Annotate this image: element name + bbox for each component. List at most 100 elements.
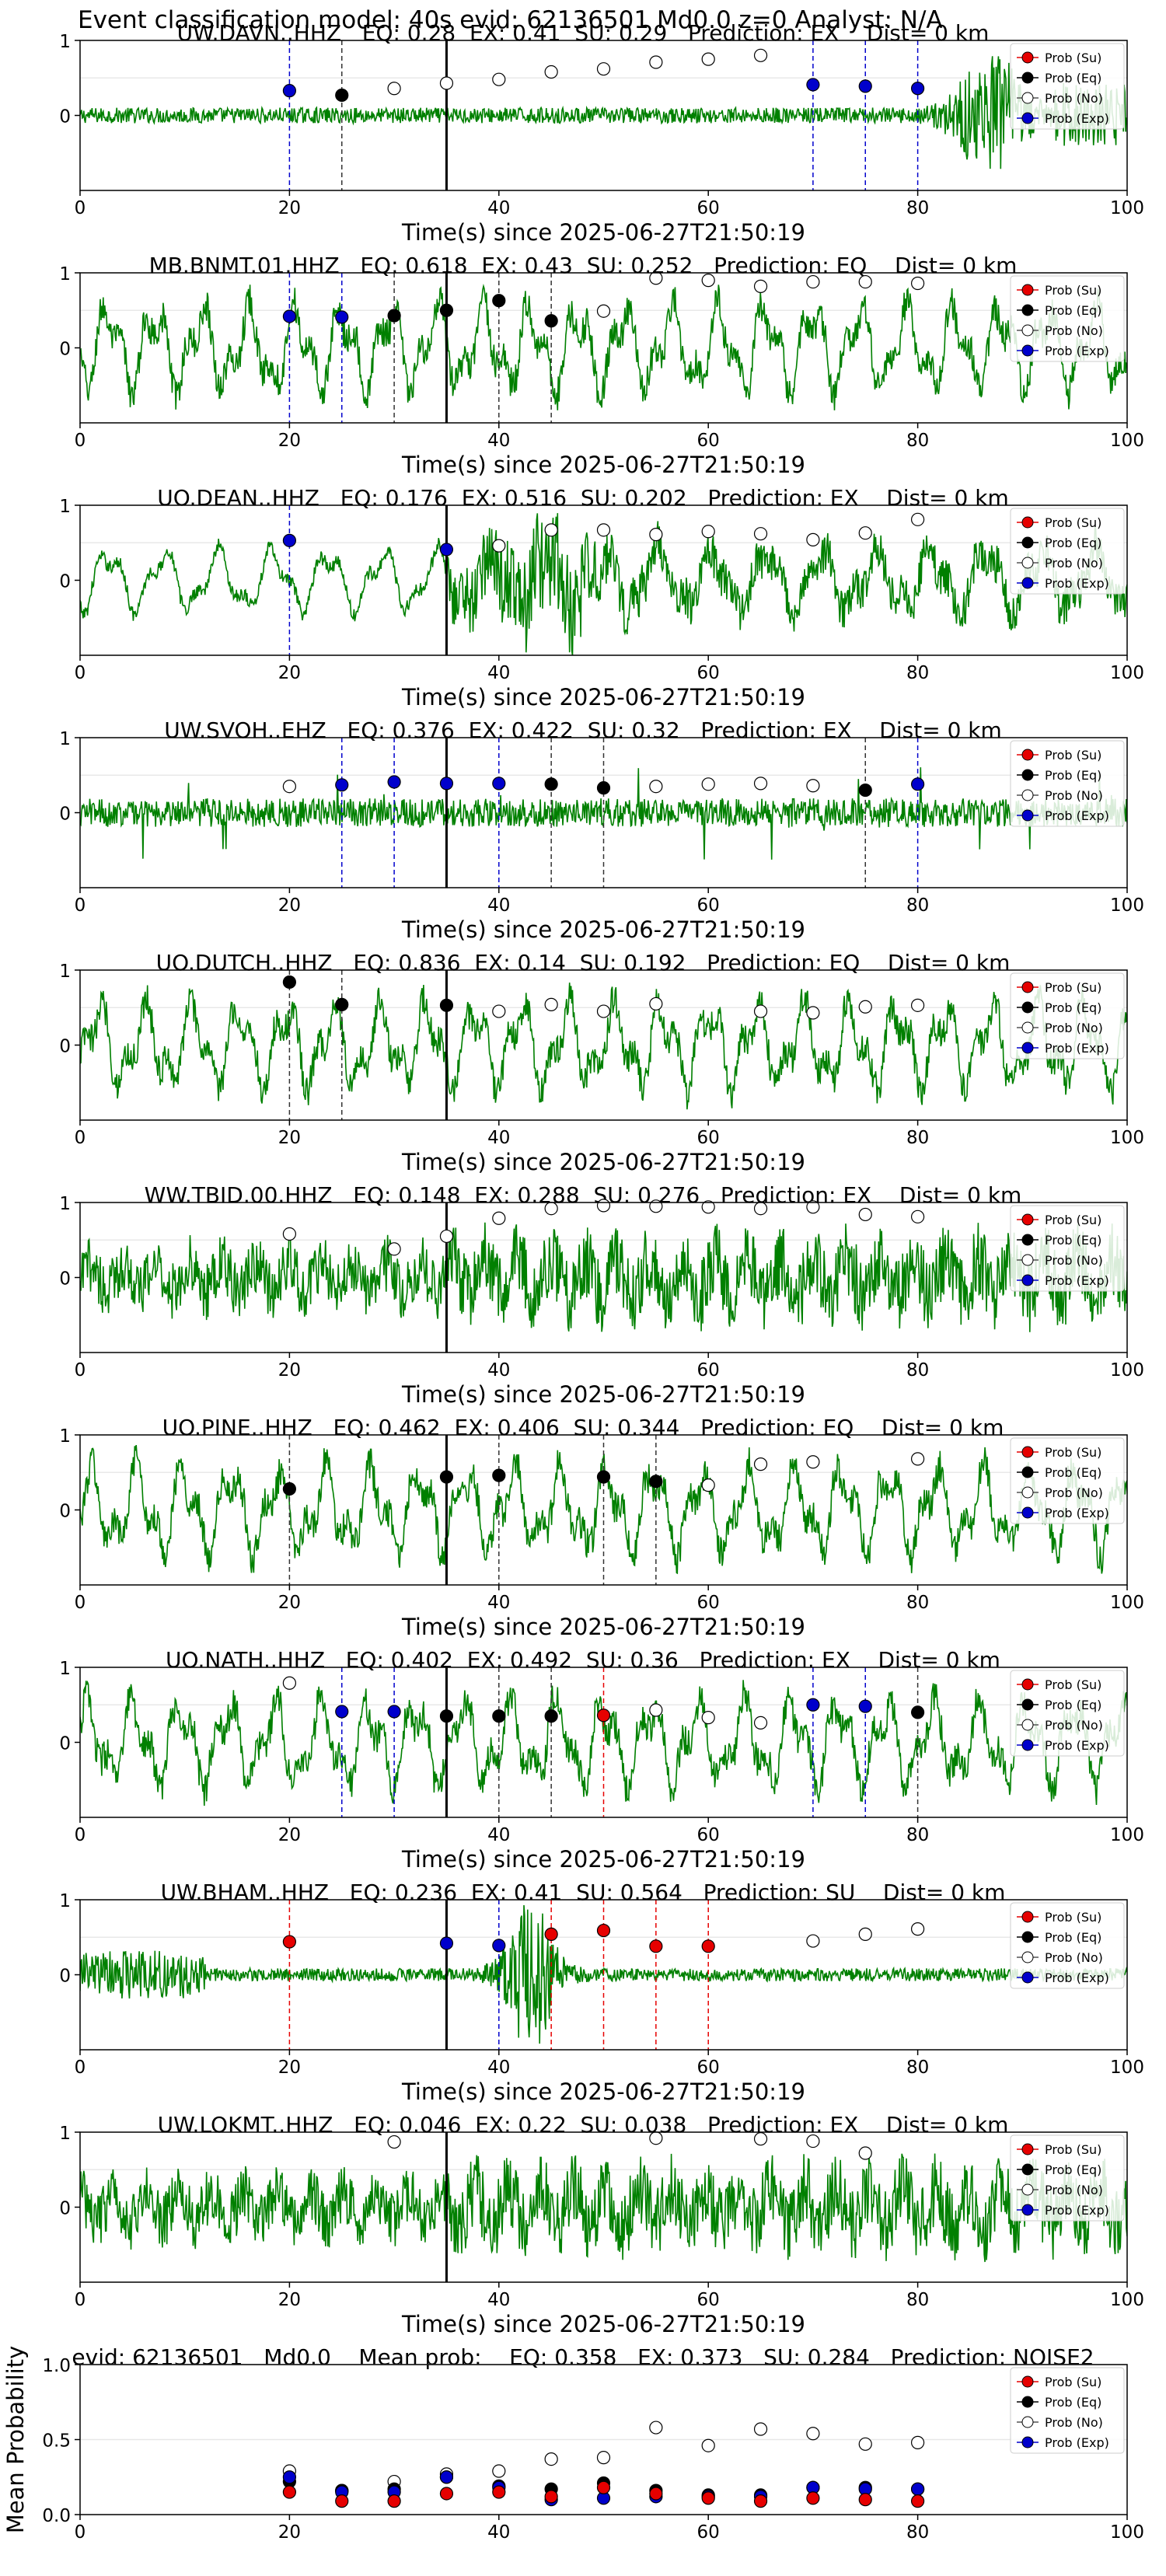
x-tick-label: 80	[906, 663, 929, 683]
y-tick-label: 1	[59, 497, 71, 517]
y-tick-label: 0	[59, 1967, 71, 1987]
prob-point-no	[753, 1202, 768, 1216]
prob-point-eq	[544, 314, 558, 328]
prob-point-exp	[439, 1936, 454, 1950]
legend-marker-su	[1021, 284, 1034, 296]
x-tick-label: 100	[1110, 2058, 1144, 2078]
y-tick-label: 0	[59, 572, 71, 592]
x-tick-label: 40	[487, 1593, 510, 1613]
prob-point-no	[649, 271, 663, 285]
prob-point-no	[387, 2134, 401, 2149]
legend-label: Prob (Exp)	[1045, 808, 1109, 823]
prob-point-no	[701, 777, 715, 791]
legend-marker-no	[1021, 92, 1034, 104]
prob-point-no	[492, 1004, 506, 1018]
y-tick-label: 0.5	[42, 2431, 71, 2452]
prob-point-eq	[439, 998, 454, 1012]
legend-marker-eq	[1021, 769, 1034, 781]
legend-box	[1010, 43, 1125, 130]
x-tick-label: 60	[697, 2058, 720, 2078]
prob-point-no	[544, 65, 558, 79]
legend-label: Prob (Eq)	[1045, 768, 1101, 783]
y-tick-label: 1	[59, 32, 71, 52]
legend-marker-eq	[1021, 1001, 1034, 1014]
waveform-group	[80, 2153, 1127, 2263]
legend-label: Prob (Eq)	[1045, 303, 1101, 318]
legend: Prob (Su) Prob (Eq) Prob (No) Prob (Exp)	[1010, 43, 1125, 130]
prob-point-no	[806, 1006, 820, 1020]
waveform-trace	[80, 983, 1127, 1110]
mean-point-su	[492, 2485, 506, 2499]
prob-point-no	[753, 777, 768, 791]
y-tick-label: 0	[59, 107, 71, 127]
panel-title: MB.BNMT.01.HHZ EQ: 0.618 EX: 0.43 SU: 0.…	[148, 253, 1018, 278]
y-tick-label: 0	[59, 805, 71, 825]
legend-marker-eq	[1021, 1931, 1034, 1943]
prob-point-no	[649, 1703, 663, 1717]
panel-title: UW.SVOH..EHZ EQ: 0.376 EX: 0.422 SU: 0.3…	[164, 717, 1002, 743]
mean-point-su	[701, 2491, 715, 2505]
legend-marker-su	[1021, 2375, 1034, 2388]
legend-marker-exp	[1021, 1274, 1034, 1286]
x-tick-label: 40	[487, 431, 510, 451]
mean-point-no	[753, 2422, 768, 2436]
x-tick-label: 60	[697, 431, 720, 451]
legend-marker-no	[1021, 1021, 1034, 1034]
x-axis-label: Time(s) since 2025-06-27T21:50:19	[401, 452, 805, 478]
prob-point-no	[649, 528, 663, 542]
prob-point-no	[387, 82, 401, 96]
panel-title: UO.PINE..HHZ EQ: 0.462 EX: 0.406 SU: 0.3…	[162, 1415, 1004, 1440]
prob-point-exp	[335, 310, 349, 324]
waveform-group	[80, 513, 1127, 655]
prob-point-su	[649, 1939, 663, 1953]
legend-marker-eq	[1021, 536, 1034, 549]
x-tick-label: 80	[906, 2290, 929, 2310]
legend: Prob (Su) Prob (Eq) Prob (No) Prob (Exp)	[1010, 2367, 1125, 2454]
legend-marker-su	[1021, 981, 1034, 993]
mean-point-su	[544, 2490, 558, 2504]
prob-point-su	[596, 1923, 611, 1938]
mean-point-su	[806, 2491, 820, 2505]
prob-point-exp	[335, 778, 349, 792]
prob-point-no	[806, 779, 820, 793]
prob-point-no	[387, 1242, 401, 1256]
prob-point-eq	[858, 783, 872, 798]
legend-box	[1010, 1437, 1125, 1524]
prob-point-eq	[492, 1468, 506, 1482]
prob-point-exp	[439, 777, 454, 791]
x-tick-label: 100	[1110, 1360, 1144, 1380]
x-tick-label: 40	[487, 2058, 510, 2078]
legend: Prob (Su) Prob (Eq) Prob (No) Prob (Exp)	[1010, 1437, 1125, 1524]
legend-marker-no	[1021, 1951, 1034, 1963]
x-tick-label: 0	[75, 2058, 86, 2078]
legend-label: Prob (No)	[1045, 1950, 1103, 1965]
legend-label: Prob (Su)	[1045, 980, 1101, 995]
x-tick-label: 20	[278, 431, 301, 451]
legend-marker-exp	[1021, 2436, 1034, 2449]
prob-point-no	[753, 527, 768, 541]
legend-marker-exp	[1021, 344, 1034, 357]
station-panel: UO.NATH..HHZ EQ: 0.402 EX: 0.492 SU: 0.3…	[0, 1646, 1166, 1873]
waveform-group	[80, 56, 1127, 169]
station-panel: MB.BNMT.01.HHZ EQ: 0.618 EX: 0.43 SU: 0.…	[0, 251, 1166, 478]
x-tick-label: 100	[1110, 1593, 1144, 1613]
y-tick-label: 0	[59, 2199, 71, 2219]
plot-area: 0 20 40 60 80 100 1 0 Time(s) since 2025-06-27T2…	[59, 962, 1144, 1175]
prob-point-no	[910, 1452, 925, 1466]
prob-point-no	[806, 2134, 820, 2148]
prob-point-exp	[858, 79, 872, 93]
legend-label: Prob (Exp)	[1045, 111, 1109, 126]
prob-point-no	[753, 1716, 768, 1730]
y-tick-label: 1	[59, 1891, 71, 1911]
mean-point-su	[335, 2494, 349, 2508]
legend-marker-no	[1021, 789, 1034, 801]
mean-point-exp	[282, 2470, 296, 2484]
x-tick-label: 20	[278, 895, 301, 916]
x-tick-label: 80	[906, 1128, 929, 1148]
waveform-trace	[80, 284, 1127, 410]
x-tick-label: 80	[906, 431, 929, 451]
x-tick-label: 20	[278, 2290, 301, 2310]
prob-point-eq	[910, 1705, 925, 1719]
panel-title: UO.NATH..HHZ EQ: 0.402 EX: 0.492 SU: 0.3…	[166, 1647, 1000, 1673]
prob-point-exp	[335, 1705, 349, 1719]
